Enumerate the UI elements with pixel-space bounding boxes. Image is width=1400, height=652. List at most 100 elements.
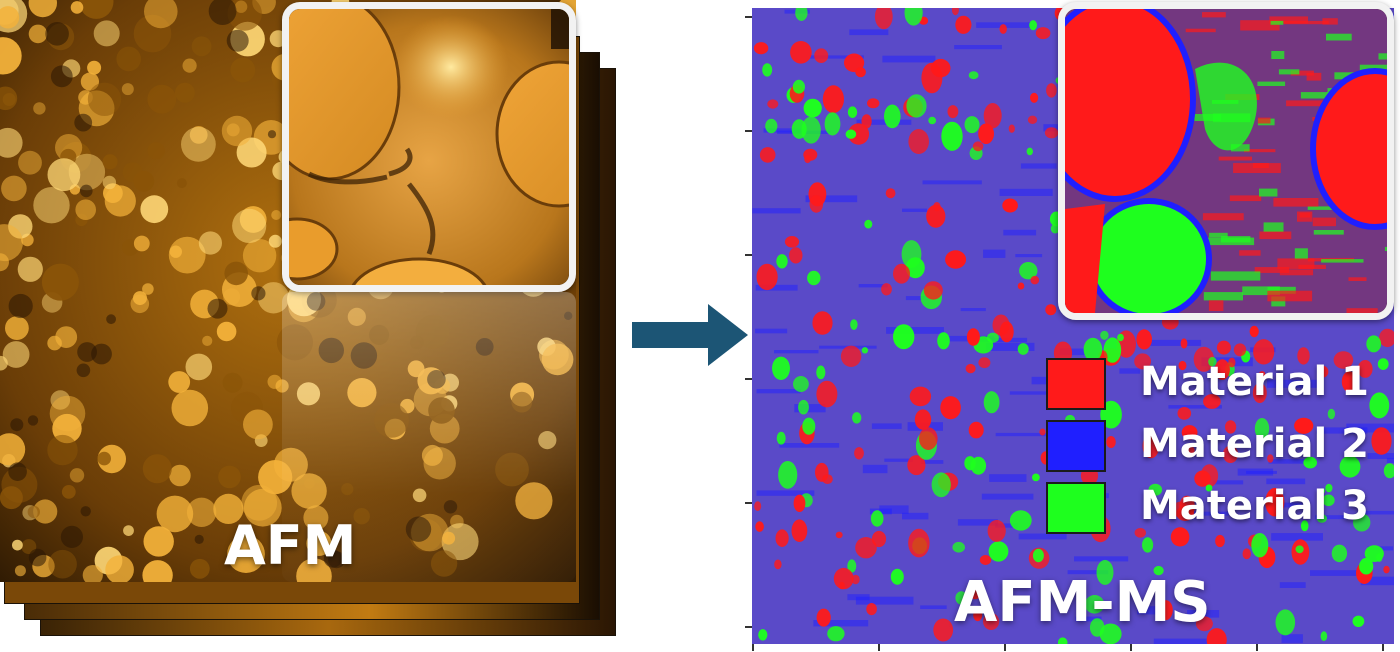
ms-material-2-streak: [1187, 610, 1220, 618]
ms-inset-mixed-texture: [1185, 28, 1216, 33]
afm-zoom-inset: [282, 2, 576, 292]
ms-material-1-grain: [835, 531, 843, 539]
ms-material-1-grain: [1214, 359, 1230, 380]
ms-material-1-grain: [1371, 427, 1392, 455]
ms-material-3-grain: [904, 8, 923, 26]
ms-material-2-streak: [1137, 606, 1162, 615]
ms-material-1-grain: [966, 328, 980, 346]
ms-material-2-streak: [755, 328, 788, 334]
ms-material-3-grain: [941, 121, 963, 151]
ms-material-1-grain: [1035, 27, 1051, 40]
ms-material-3-grain: [793, 376, 809, 392]
ms-inset-material-1-domain: [1310, 68, 1387, 230]
ms-material-3-grain: [1017, 343, 1029, 355]
ms-inset-mixed-texture: [1254, 267, 1290, 273]
afm-grain: [27, 505, 40, 519]
ms-material-3-grain: [1318, 488, 1326, 494]
ms-material-3-grain: [1099, 623, 1122, 644]
ms-material-2-streak: [1015, 254, 1043, 258]
ms-inset-mixed-texture: [1203, 292, 1243, 301]
ms-inset-mixed-texture: [1230, 144, 1250, 152]
afm-grain: [243, 488, 282, 527]
afm-grain: [291, 473, 327, 509]
afm-pit: [475, 338, 494, 356]
afm-grain: [191, 36, 212, 57]
ms-material-2-streak: [847, 594, 870, 601]
ms-material-3-grain: [955, 591, 968, 605]
ms-material-2-streak: [1316, 427, 1368, 434]
ms-material-3-grain: [864, 219, 873, 229]
ms-inset-mixed-texture: [1220, 236, 1251, 243]
afm-grain: [242, 239, 277, 273]
ms-material-3-grain: [988, 541, 1009, 562]
afm-pit: [50, 65, 73, 88]
ms-material-1-grain: [914, 409, 932, 430]
afm-grain: [495, 452, 529, 487]
legend-item-material-2: Material 2: [1046, 420, 1386, 474]
ms-inset-mixed-texture: [1208, 300, 1224, 311]
ms-material-1-grain: [1027, 115, 1038, 125]
afm-grain: [275, 379, 289, 393]
ms-material-2-streak: [1020, 163, 1057, 169]
ms-material-1-grain: [871, 530, 887, 548]
ms-inset-mixed-texture: [1257, 81, 1286, 86]
ms-material-1-grain: [968, 584, 982, 600]
afm-grain: [121, 83, 134, 96]
ms-material-3-grain: [776, 254, 788, 269]
ms-material-3-grain: [847, 559, 857, 573]
ms-inset-mixed-texture: [1277, 258, 1315, 269]
ms-material-1-grain: [754, 501, 762, 511]
afm-grain: [69, 468, 85, 483]
ms-material-1-grain: [1136, 329, 1152, 350]
ms-material-1-grain: [951, 8, 959, 16]
ms-material-2-streak: [856, 119, 912, 125]
ms-inset-mixed-texture: [1240, 20, 1280, 31]
ms-inset-mixed-texture: [1322, 18, 1338, 25]
legend-item-material-1: Material 1: [1046, 358, 1386, 412]
ms-material-2-streak: [849, 29, 889, 36]
ms-inset-mixed-texture: [1348, 277, 1367, 281]
ms-material-1-grain: [1002, 198, 1018, 213]
ms-material-1-grain: [965, 363, 976, 374]
ms-inset-mixed-texture: [1286, 100, 1328, 107]
ms-material-1-grain: [933, 618, 954, 642]
ms-material-1-grain: [756, 263, 778, 291]
ms-material-1-grain: [822, 474, 833, 484]
ms-material-1-grain: [893, 263, 910, 284]
afm-grain: [0, 433, 26, 466]
ms-inset-mixed-texture: [1290, 70, 1314, 76]
ms-material-1-grain: [973, 609, 983, 622]
afm-grain: [169, 464, 191, 487]
ms-material-2-streak: [1212, 480, 1244, 485]
ms-material-1-grain: [1228, 357, 1236, 368]
ms-material-1-grain: [992, 314, 1010, 336]
legend-label-material-2: Material 2: [1140, 421, 1369, 467]
ms-material-1-grain: [866, 603, 877, 616]
afm-grain: [538, 431, 557, 450]
ms-material-1-grain: [1017, 282, 1025, 290]
ms-inset-material-3-domain: [1086, 198, 1212, 313]
afm-grain: [47, 434, 78, 466]
ms-material-3-grain: [847, 106, 858, 118]
ms-inset-mixed-texture: [1210, 271, 1261, 281]
ms-material-2-streak: [1280, 502, 1303, 508]
ms-material-2-streak: [976, 22, 1035, 28]
ms-material-2-streak: [1150, 339, 1202, 346]
y-axis-tick: [745, 130, 752, 132]
ms-material-1-grain: [1172, 501, 1188, 518]
afm-pit: [80, 506, 91, 517]
ms-material-3-grain: [1251, 533, 1269, 558]
afm-grain: [189, 558, 210, 579]
afm-grain: [222, 372, 243, 393]
ms-material-1-grain: [940, 396, 961, 420]
ms-material-2-streak: [805, 195, 858, 203]
afm-pit: [8, 293, 33, 319]
ms-material-1-grain: [1258, 371, 1266, 377]
ms-material-1-grain: [1046, 83, 1057, 98]
ms-material-2-streak: [1281, 634, 1303, 643]
ms-material-2-streak: [995, 523, 1018, 528]
afm-grain: [0, 86, 18, 111]
ms-material-2-streak: [871, 423, 902, 429]
afm-grain: [33, 187, 70, 224]
ms-material-1-grain: [907, 455, 926, 476]
